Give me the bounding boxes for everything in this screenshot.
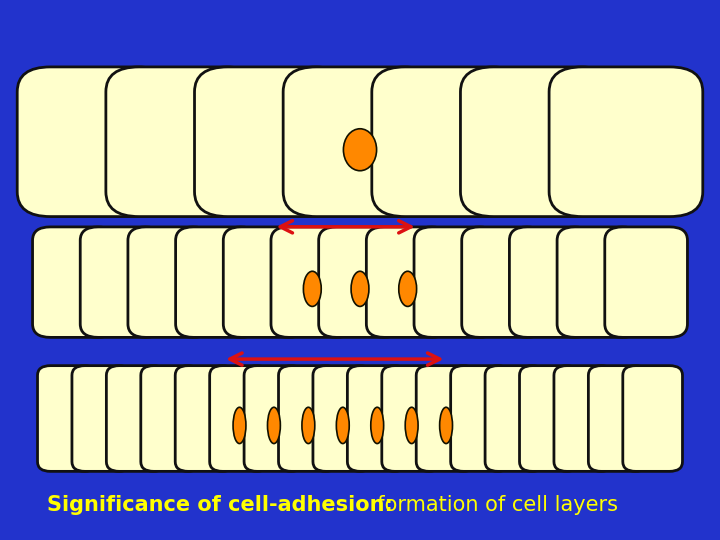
FancyBboxPatch shape <box>141 366 200 471</box>
FancyBboxPatch shape <box>462 227 544 338</box>
Ellipse shape <box>351 271 369 306</box>
FancyBboxPatch shape <box>72 366 132 471</box>
FancyBboxPatch shape <box>176 227 258 338</box>
FancyBboxPatch shape <box>605 227 688 338</box>
Ellipse shape <box>371 407 384 443</box>
FancyBboxPatch shape <box>223 227 306 338</box>
FancyBboxPatch shape <box>37 366 97 471</box>
FancyBboxPatch shape <box>244 366 304 471</box>
FancyBboxPatch shape <box>372 67 526 217</box>
Ellipse shape <box>343 129 377 171</box>
FancyBboxPatch shape <box>510 227 592 338</box>
FancyBboxPatch shape <box>106 67 259 217</box>
FancyBboxPatch shape <box>128 227 210 338</box>
FancyBboxPatch shape <box>382 366 441 471</box>
FancyBboxPatch shape <box>107 366 166 471</box>
Text: formation of cell layers: formation of cell layers <box>364 495 618 515</box>
Ellipse shape <box>303 271 321 306</box>
FancyBboxPatch shape <box>557 227 640 338</box>
Ellipse shape <box>302 407 315 443</box>
Ellipse shape <box>405 407 418 443</box>
FancyBboxPatch shape <box>17 67 171 217</box>
Ellipse shape <box>233 407 246 443</box>
FancyBboxPatch shape <box>549 67 703 217</box>
FancyBboxPatch shape <box>554 366 613 471</box>
FancyBboxPatch shape <box>461 67 614 217</box>
FancyBboxPatch shape <box>414 227 497 338</box>
FancyBboxPatch shape <box>366 227 449 338</box>
Ellipse shape <box>336 407 349 443</box>
FancyBboxPatch shape <box>271 227 354 338</box>
FancyBboxPatch shape <box>80 227 163 338</box>
FancyBboxPatch shape <box>283 67 437 217</box>
Text: Significance of cell-adhesion:: Significance of cell-adhesion: <box>47 495 392 515</box>
FancyBboxPatch shape <box>416 366 476 471</box>
Ellipse shape <box>399 271 417 306</box>
FancyBboxPatch shape <box>175 366 235 471</box>
FancyBboxPatch shape <box>279 366 338 471</box>
FancyBboxPatch shape <box>210 366 269 471</box>
FancyBboxPatch shape <box>623 366 683 471</box>
FancyBboxPatch shape <box>32 227 115 338</box>
FancyBboxPatch shape <box>485 366 545 471</box>
FancyBboxPatch shape <box>520 366 579 471</box>
FancyBboxPatch shape <box>347 366 407 471</box>
FancyBboxPatch shape <box>451 366 510 471</box>
FancyBboxPatch shape <box>319 227 401 338</box>
FancyBboxPatch shape <box>588 366 648 471</box>
Ellipse shape <box>268 407 280 443</box>
FancyBboxPatch shape <box>194 67 348 217</box>
Ellipse shape <box>440 407 452 443</box>
FancyBboxPatch shape <box>313 366 373 471</box>
